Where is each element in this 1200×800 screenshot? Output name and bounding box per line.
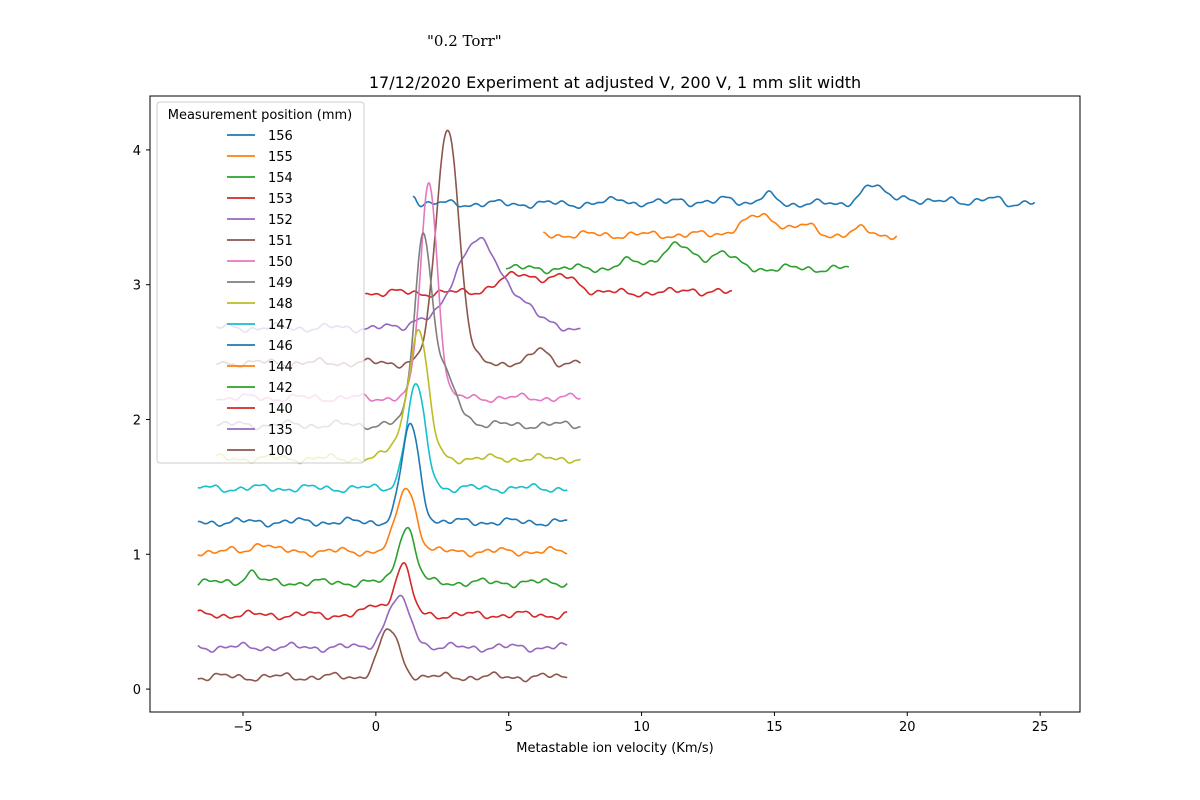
- series-line-147: [197, 383, 568, 494]
- y-axis-ticks: 0 1 2 3 4: [133, 144, 150, 698]
- series-lines: [197, 129, 1036, 683]
- legend-label-100: 100: [268, 444, 293, 459]
- x-axis-label: Metastable ion velocity (Km/s): [516, 741, 713, 756]
- series-line-146: [197, 422, 568, 528]
- legend-label-155: 155: [268, 150, 293, 165]
- series-line-155: [543, 212, 898, 241]
- x-tick-label: −5: [233, 720, 252, 735]
- legend-label-154: 154: [268, 171, 293, 186]
- legend-label-151: 151: [268, 234, 293, 249]
- y-tick-label: 1: [133, 548, 141, 563]
- series-line-100: [197, 628, 568, 683]
- plot-frame: [149, 95, 1081, 713]
- y-tick-label: 4: [133, 144, 141, 159]
- x-tick-label: 5: [505, 720, 513, 735]
- legend-label-153: 153: [268, 192, 293, 207]
- x-tick-label: 15: [766, 720, 783, 735]
- series-line-142: [197, 526, 568, 589]
- series-line-156: [412, 184, 1036, 209]
- legend-title: Measurement position (mm): [168, 108, 352, 123]
- pressure-annotation: "0.2 Torr": [427, 32, 502, 50]
- x-tick-label: 0: [372, 720, 380, 735]
- legend-label-135: 135: [268, 423, 293, 438]
- series-line-140: [197, 562, 568, 621]
- legend: Measurement position (mm) 156 155 154 153 15…: [156, 101, 365, 464]
- series-line-144: [197, 487, 568, 558]
- legend-label-146: 146: [268, 339, 293, 354]
- legend-label-142: 142: [268, 381, 293, 396]
- series-line-153: [365, 270, 732, 298]
- y-tick-label: 0: [133, 683, 141, 698]
- y-tick-label: 3: [133, 279, 141, 294]
- x-tick-label: 20: [899, 720, 916, 735]
- legend-box: [156, 101, 365, 464]
- x-axis-ticks: −5 0 5 10 15 20 25: [233, 712, 1048, 735]
- legend-label-148: 148: [268, 297, 293, 312]
- legend-label-140: 140: [268, 402, 293, 417]
- x-tick-label: 10: [633, 720, 650, 735]
- legend-label-152: 152: [268, 213, 293, 228]
- legend-label-149: 149: [268, 276, 293, 291]
- x-tick-label: 25: [1032, 720, 1049, 735]
- y-tick-label: 2: [133, 414, 141, 429]
- legend-label-147: 147: [268, 318, 293, 333]
- legend-label-156: 156: [268, 129, 293, 144]
- legend-label-150: 150: [268, 255, 293, 270]
- series-line-154: [505, 241, 850, 275]
- chart-title: 17/12/2020 Experiment at adjusted V, 200…: [369, 73, 861, 92]
- legend-label-144: 144: [268, 360, 293, 375]
- series-line-135: [197, 594, 568, 653]
